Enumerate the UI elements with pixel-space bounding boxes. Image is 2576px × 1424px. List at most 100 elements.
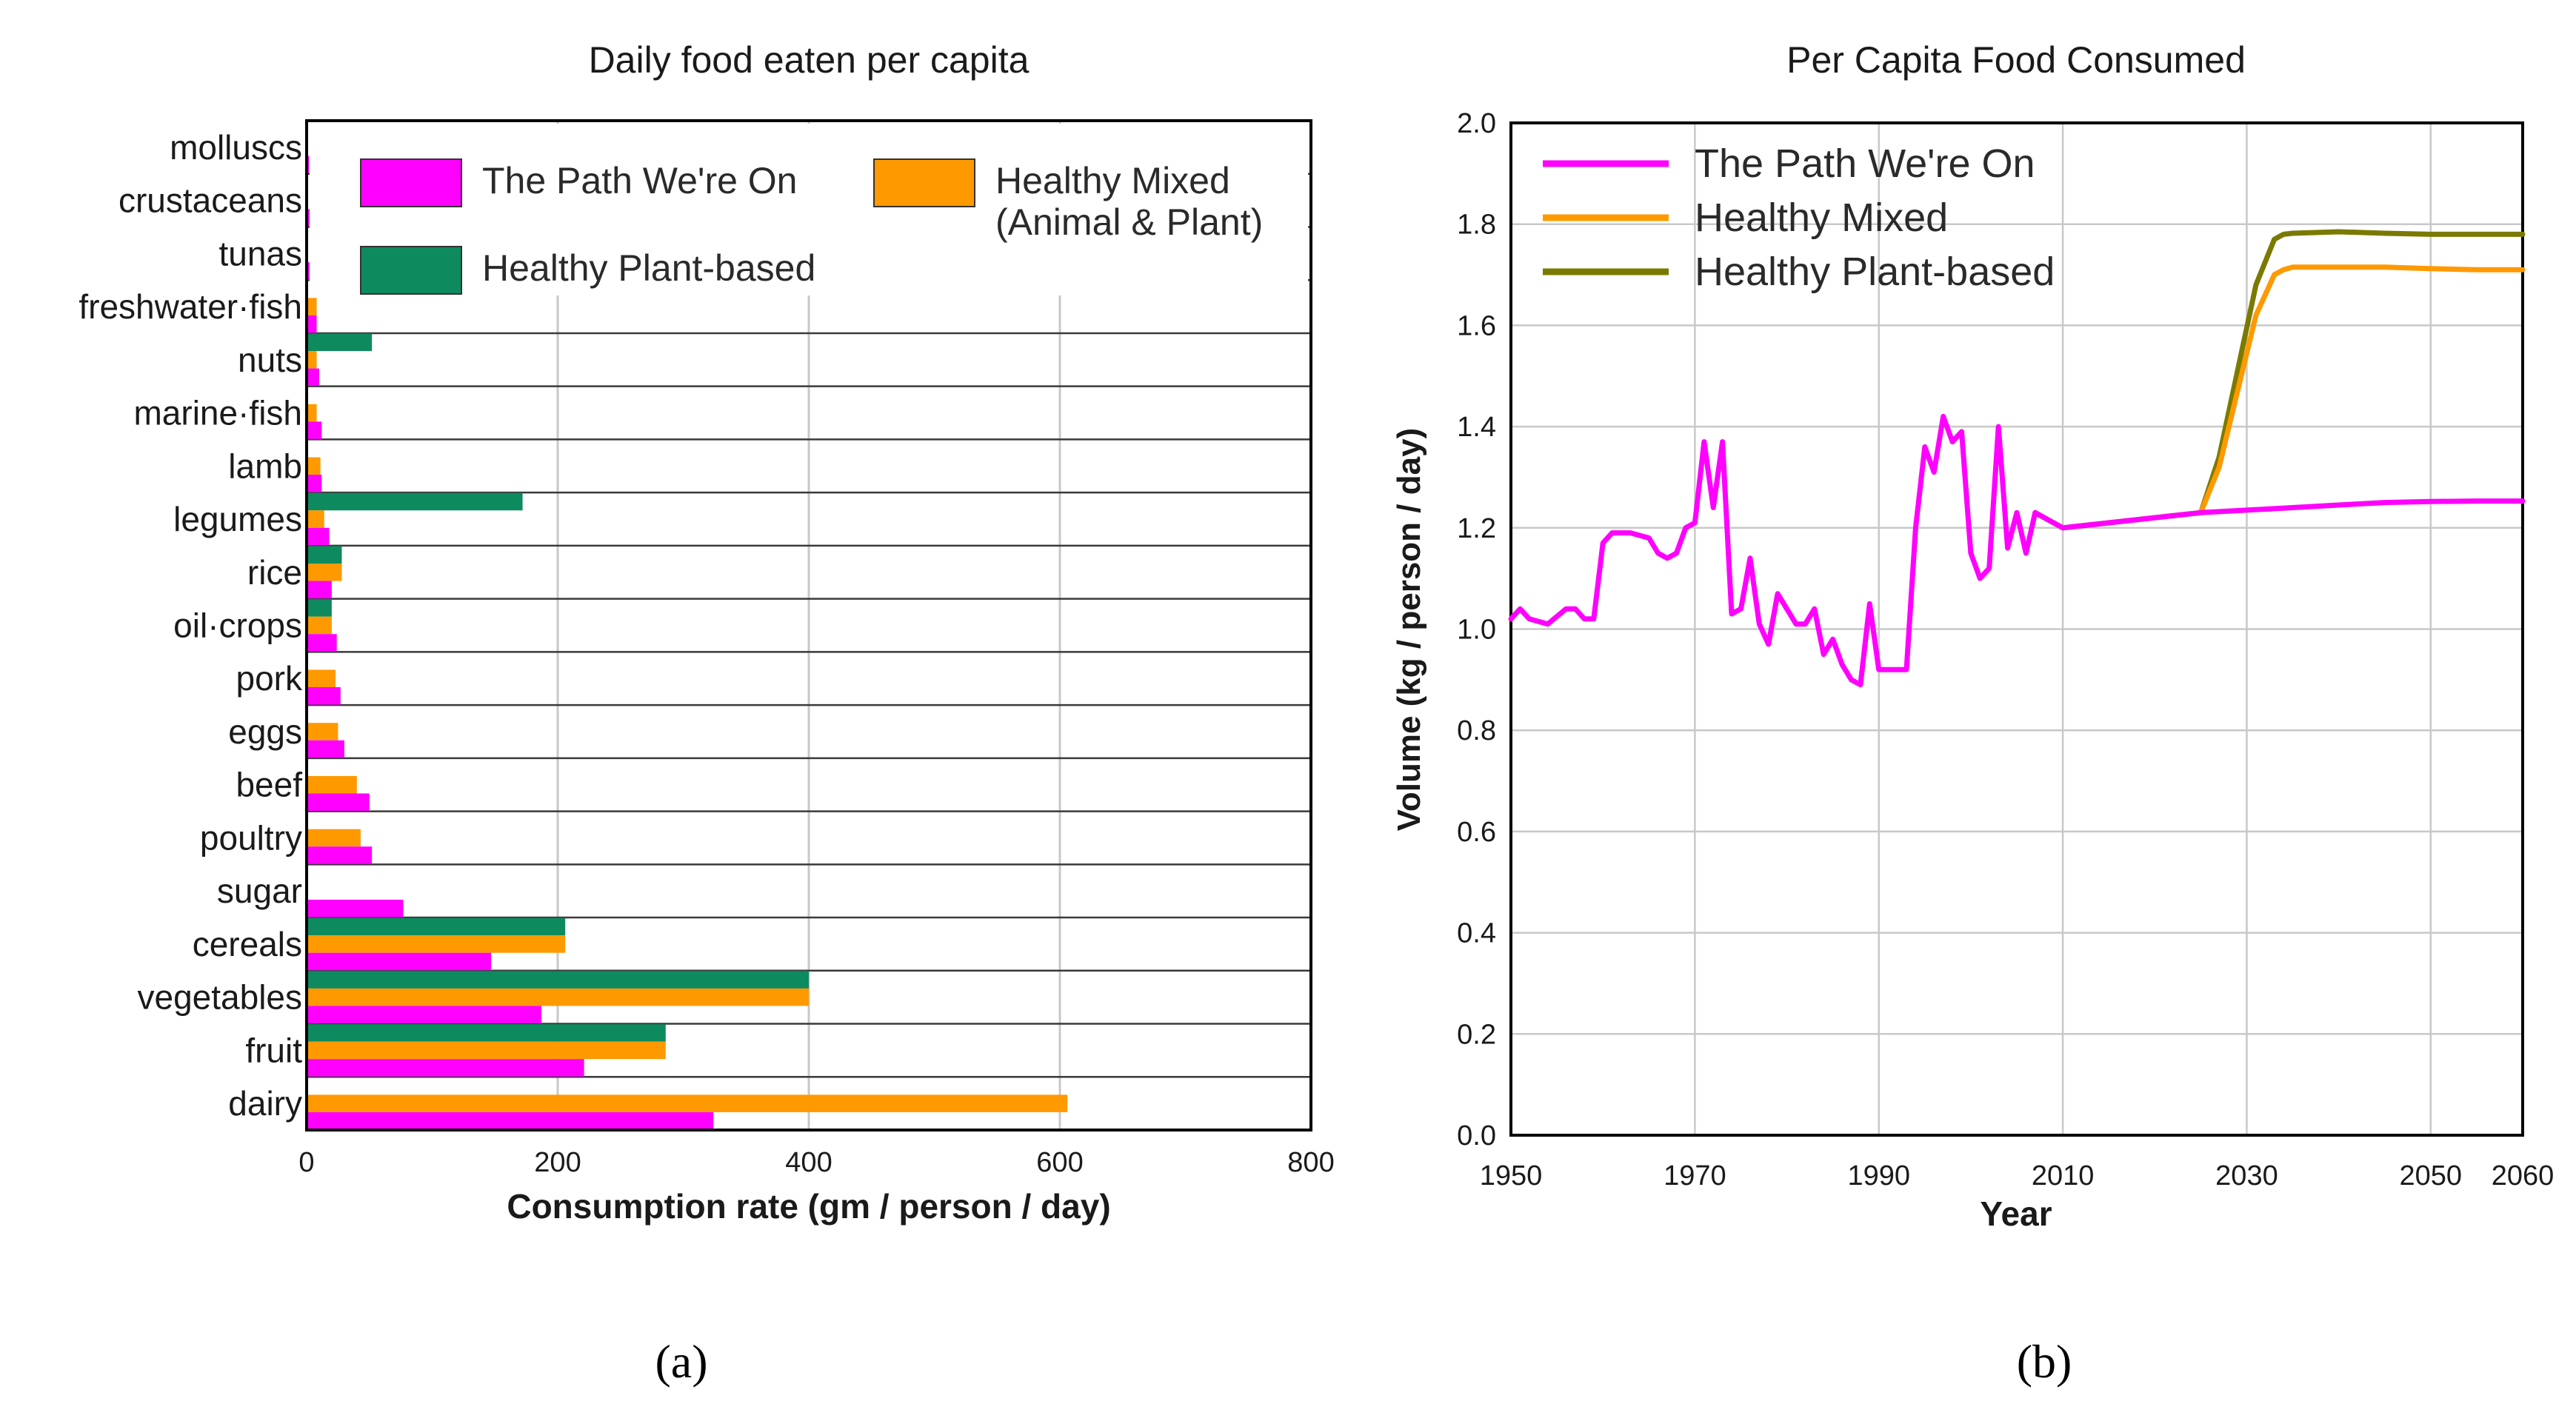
category-label: sugar (217, 872, 302, 910)
bar-mixed (307, 510, 324, 528)
bar-path (307, 421, 322, 439)
bar-mixed (307, 404, 317, 422)
bar-mixed (307, 616, 332, 635)
bar-plant (307, 1024, 666, 1042)
series-line-mixed (2032, 264, 2526, 531)
x-tick-label: 2050 (2400, 1160, 2463, 1191)
category-label: molluscs (170, 128, 302, 167)
legend-label: Healthy Mixed (995, 160, 1230, 201)
category-label: rice (247, 553, 302, 592)
series-line-plant_line (2032, 229, 2526, 531)
bar-path (307, 793, 370, 811)
y-tick-label: 1.2 (1457, 513, 1496, 544)
category-label: nuts (238, 341, 302, 379)
bar-path (307, 315, 317, 333)
bar-mixed (307, 457, 321, 475)
plot-frame-b (1509, 121, 2524, 1137)
category-label: beef (236, 766, 302, 804)
y-tick-label: 0.2 (1457, 1019, 1496, 1050)
bar-mixed (307, 298, 317, 315)
category-label: crustaceans (119, 181, 302, 220)
plot-frame-a (305, 119, 1312, 1131)
x-tick-label: 1990 (1847, 1160, 1910, 1191)
x-tick-label: 1950 (1480, 1160, 1543, 1191)
bar-path (307, 952, 492, 971)
bar-mixed (307, 351, 317, 369)
panel-label-a: (a) (655, 1335, 707, 1388)
y-tick-label: 2.0 (1457, 108, 1496, 139)
bar-path (307, 209, 311, 227)
bar-path (307, 581, 332, 599)
legend-label: Healthy Plant-based (1695, 250, 2055, 294)
y-tick-label: 1.6 (1457, 310, 1496, 341)
category-label: dairy (228, 1084, 302, 1123)
legend-label: (Animal & Plant) (995, 201, 1263, 243)
x-tick-label: 1970 (1664, 1160, 1726, 1191)
y-tick-label: 0.8 (1457, 715, 1496, 746)
bar-mixed (307, 723, 338, 741)
y-tick-label: 1.4 (1457, 412, 1496, 443)
category-label: oil·crops (173, 606, 302, 645)
legend-swatch (360, 158, 462, 207)
y-tick-label: 0.4 (1457, 918, 1496, 949)
bar-path (307, 686, 341, 705)
legend-swatch (360, 246, 462, 295)
bar-mixed (307, 564, 342, 581)
bar-mixed (307, 669, 336, 687)
line-chart-b: 0.0 0.2 0.4 0.6 0.8 1.0 1.2 1.4 1.6 1.8 2.0 1950 197… (1391, 39, 2554, 1233)
bar-mixed (307, 775, 357, 794)
category-label: tunas (218, 234, 302, 273)
x-tick-label: 2030 (2215, 1160, 2278, 1191)
bar-path (307, 740, 344, 758)
bar-chart-a: molluscs crustaceans tunas freshwater·fish n… (79, 39, 1334, 1226)
y-axis-title-b: Volume (kg / person / day) (1391, 428, 1427, 831)
x-tick-label: 2010 (2032, 1160, 2095, 1191)
category-label: lamb (228, 447, 302, 485)
bar-path (307, 634, 337, 652)
category-label: vegetables (138, 978, 303, 1017)
bar-path (307, 899, 404, 917)
bar-mixed (307, 829, 361, 847)
category-label: poultry (200, 818, 302, 857)
bar-plant (307, 333, 373, 352)
bar-mixed (307, 935, 566, 953)
bar-path (307, 475, 322, 492)
x-axis-title-a: Consumption rate (gm / person / day) (507, 1187, 1110, 1226)
category-label: freshwater·fish (79, 287, 302, 326)
bar-path (307, 846, 373, 864)
bar-mixed (307, 1094, 1068, 1112)
category-label: fruit (245, 1031, 302, 1069)
x-tick-label: 2060 (2492, 1160, 2555, 1191)
x-tick-label: 0 (298, 1147, 314, 1178)
bar-plant (307, 599, 332, 617)
bar-path (307, 527, 330, 546)
bar-path (307, 368, 319, 387)
legend-label: Healthy Mixed (1695, 195, 1948, 240)
bar-path (307, 1059, 584, 1077)
bar-path (307, 1112, 714, 1130)
y-tick-label: 0.6 (1457, 817, 1496, 848)
legend-swatch (873, 158, 975, 207)
chart-title-a: Daily food eaten per capita (589, 39, 1030, 81)
chart-title-b: Per Capita Food Consumed (1786, 39, 2246, 81)
bar-mixed (307, 988, 809, 1006)
y-tick-label: 1.0 (1457, 615, 1496, 646)
legend-label: Healthy Plant-based (482, 247, 815, 289)
bar-plant (307, 546, 342, 564)
x-axis-title-b: Year (1980, 1194, 2052, 1233)
legend-label: The Path We're On (482, 160, 798, 201)
category-label: pork (236, 659, 303, 698)
category-label: marine·fish (133, 394, 302, 432)
x-tick-label: 800 (1287, 1147, 1334, 1178)
y-tick-label: 0.0 (1457, 1120, 1496, 1151)
bar-plant (307, 492, 523, 511)
category-label: cereals (193, 925, 302, 963)
x-tick-label: 200 (534, 1147, 581, 1178)
category-label: eggs (228, 712, 302, 751)
bar-plant (307, 917, 566, 936)
legend-label: The Path We're On (1695, 141, 2035, 186)
bar-path (307, 1006, 541, 1023)
legend-background-a (310, 124, 1308, 295)
y-tick-label: 1.8 (1457, 210, 1496, 241)
